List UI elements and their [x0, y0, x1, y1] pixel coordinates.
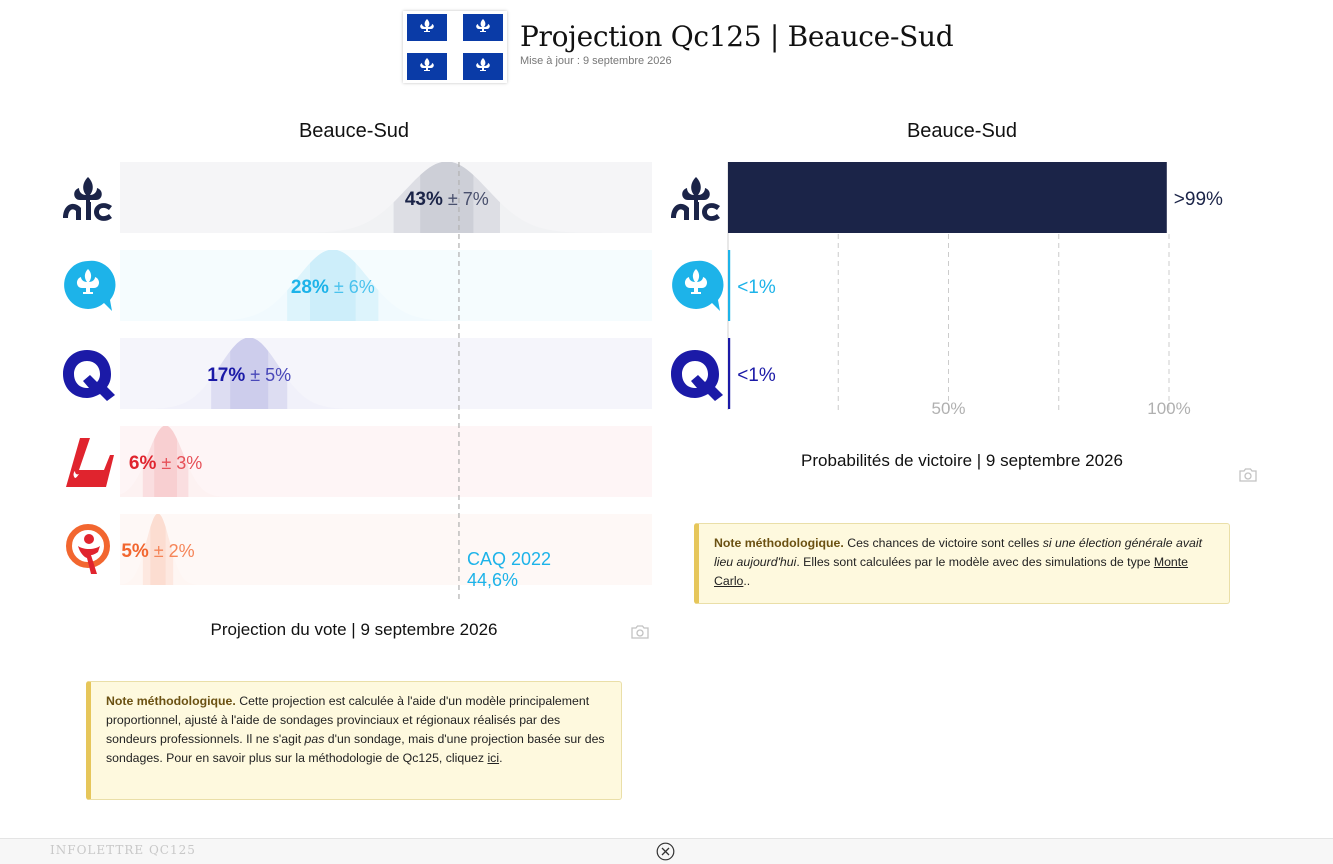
methodology-link[interactable]: ici: [487, 751, 500, 765]
win-bar: [728, 250, 731, 321]
vote-value-label: 28% ± 6%: [291, 277, 375, 298]
vote-value-label: 43% ± 7%: [405, 189, 489, 210]
qs-logo-icon: [66, 524, 110, 574]
win-methodology-note: Note méthodologique. Ces chances de vict…: [694, 523, 1230, 604]
note-heading: Note méthodologique.: [106, 694, 236, 708]
vote-methodology-note: Note méthodologique. Cette projection es…: [86, 681, 622, 800]
x-tick-label: 50%: [931, 399, 965, 418]
win-bar: [728, 338, 731, 409]
vote-margin: ± 3%: [156, 453, 202, 473]
vote-margin: ± 6%: [329, 277, 375, 297]
note-heading: Note méthodologique.: [714, 536, 844, 550]
plq-logo-icon: [66, 438, 114, 487]
caq-logo-icon: [671, 177, 720, 221]
pq-logo-icon: [64, 260, 116, 311]
pcq-logo-icon: [63, 350, 115, 401]
note-text: . Elles sont calculées par le modèle ave…: [796, 555, 1154, 569]
vote-chart-caption: Projection du vote | 9 septembre 2026: [210, 620, 498, 639]
vote-value-label: 6% ± 3%: [129, 453, 202, 474]
vote-value: 43%: [405, 189, 443, 210]
note-text: .: [499, 751, 503, 765]
note-emphasis: pas: [304, 732, 325, 746]
monte-carlo-link[interactable]: Monte Carlo: [714, 555, 1189, 588]
camera-icon[interactable]: [631, 625, 649, 639]
core-band: [230, 338, 269, 409]
camera-icon[interactable]: [1239, 468, 1257, 482]
vote-value: 17%: [207, 365, 245, 386]
pq-logo-icon: [672, 260, 724, 311]
pcq-logo-icon: [671, 350, 723, 401]
close-circle-icon[interactable]: [656, 842, 675, 861]
page-title: Projection Qc125 | Beauce-Sud: [520, 20, 954, 53]
vote-margin: ± 2%: [149, 541, 195, 561]
vote-margin: ± 7%: [443, 189, 489, 209]
vote-margin: ± 5%: [245, 365, 291, 385]
reference-line-label: CAQ 2022: [467, 549, 551, 569]
core-band: [420, 162, 474, 233]
win-chart-caption: Probabilités de victoire | 9 septembre 2…: [801, 451, 1123, 470]
vote-value: 6%: [129, 453, 157, 474]
vote-chart-title: Beauce-Sud: [298, 120, 410, 142]
vote-value: 28%: [291, 277, 329, 298]
note-text: Ces chances de victoire sont celles: [843, 536, 1043, 550]
caq-logo-icon: [63, 177, 112, 221]
core-band: [150, 514, 166, 585]
row-background: [120, 514, 652, 585]
last-updated: Mise à jour : 9 septembre 2026: [520, 55, 672, 67]
win-value-label: <1%: [737, 365, 776, 386]
vote-value-label: 5% ± 2%: [121, 541, 194, 562]
x-tick-label: 100%: [1147, 399, 1190, 418]
quebec-flag-icon: [403, 11, 507, 83]
note-text: Cette projection est calculée à l'aide d…: [106, 694, 590, 746]
newsletter-bar: INFOLETTRE QC125: [0, 838, 1333, 864]
note-emphasis: si une élection générale avait lieu aujo…: [714, 536, 1202, 569]
win-bar: [728, 162, 1167, 233]
newsletter-label[interactable]: INFOLETTRE QC125: [50, 843, 196, 857]
win-value-label: <1%: [737, 277, 776, 298]
row-background: [120, 426, 652, 497]
note-text: d'un sondage, mais d'une projection basé…: [106, 732, 605, 765]
core-band: [154, 426, 177, 497]
note-text: ..: [743, 574, 751, 588]
win-chart-title: Beauce-Sud: [906, 120, 1018, 142]
reference-line-value: 44,6%: [467, 570, 518, 590]
win-value-label: >99%: [1174, 189, 1223, 210]
core-band: [310, 250, 356, 321]
vote-value: 5%: [121, 541, 149, 562]
vote-value-label: 17% ± 5%: [207, 365, 291, 386]
